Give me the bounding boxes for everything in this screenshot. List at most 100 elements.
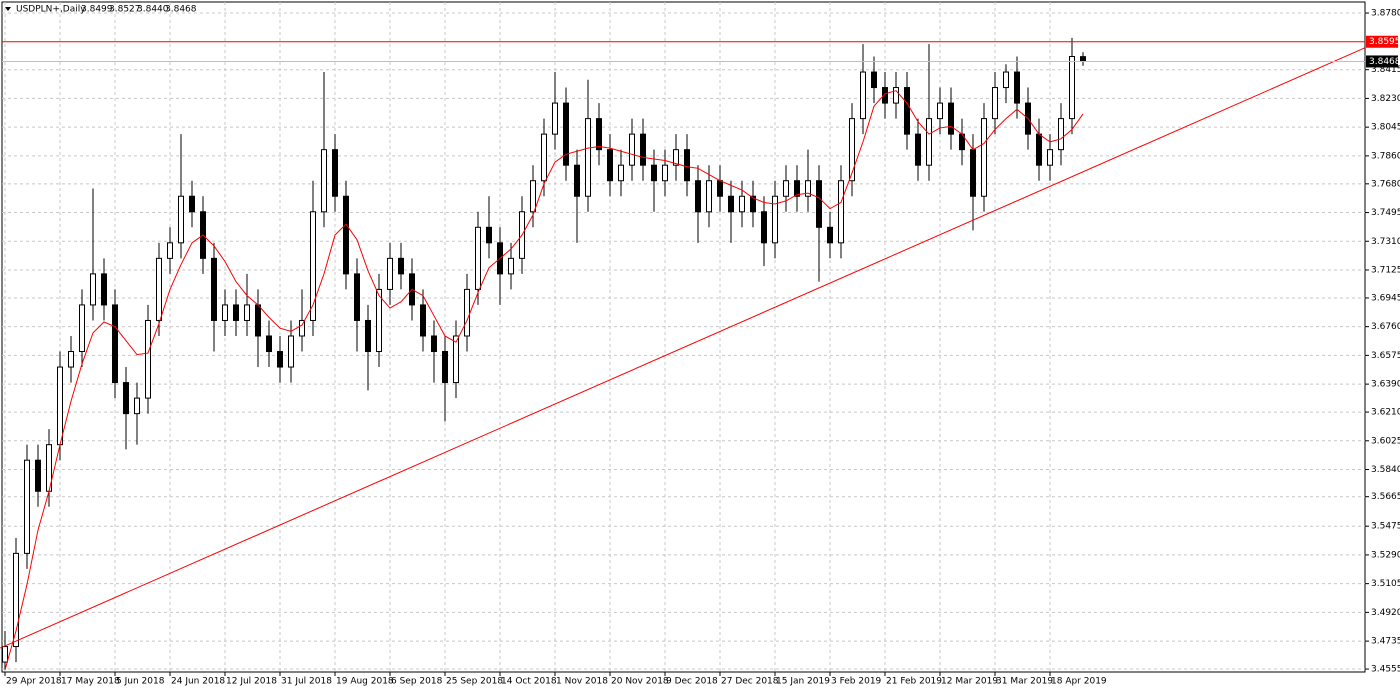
y-tick-label: 3.6390 — [1371, 380, 1400, 390]
candle-body — [266, 335, 272, 353]
candle-body — [882, 87, 888, 104]
candle-body — [618, 164, 624, 182]
candle-body — [937, 102, 943, 120]
candle-body — [354, 273, 360, 321]
candle-body — [332, 149, 338, 197]
price-label-box — [1366, 55, 1398, 68]
candle-body — [849, 118, 855, 182]
candle-body — [508, 257, 514, 275]
candle-body — [35, 459, 41, 492]
y-tick-label: 3.7495 — [1371, 208, 1400, 218]
y-tick-label: 3.8230 — [1371, 94, 1400, 104]
candle-body — [871, 71, 877, 89]
x-tick-label: 1 Nov 2018 — [556, 677, 608, 687]
x-tick-label: 17 May 2018 — [61, 677, 120, 687]
candle-body — [574, 164, 580, 197]
candle-body — [222, 304, 228, 321]
candle-body — [739, 195, 745, 213]
candle-body — [79, 304, 85, 353]
y-tick-label: 3.8415 — [1371, 65, 1400, 75]
y-tick-label: 3.6575 — [1371, 351, 1400, 361]
candle-body — [453, 335, 459, 384]
candle-body — [101, 273, 107, 306]
candle-body — [783, 180, 789, 197]
candle-body — [640, 133, 646, 166]
candle-body — [343, 195, 349, 275]
candle-body — [167, 242, 173, 259]
x-tick-label: 5 Jun 2018 — [116, 677, 165, 687]
x-tick-label: 18 Apr 2019 — [1051, 677, 1107, 687]
candle-body — [112, 304, 118, 384]
candle-body — [695, 180, 701, 213]
candle-body — [805, 180, 811, 197]
candle-body — [816, 180, 822, 228]
candle-body — [541, 133, 547, 182]
candle-body — [563, 102, 569, 166]
plot-frame — [1, 1, 1366, 673]
x-tick-label: 3 Feb 2019 — [831, 677, 882, 687]
candle-body — [464, 288, 470, 337]
x-tick-label: 27 Dec 2018 — [721, 677, 779, 687]
candle-body — [90, 273, 96, 306]
y-tick-label: 3.5840 — [1371, 465, 1400, 475]
y-tick-label: 3.6945 — [1371, 293, 1400, 303]
candle-body — [607, 149, 613, 182]
candle-body — [277, 351, 283, 368]
moving-average — [4, 90, 1084, 670]
candle-body — [860, 71, 866, 120]
candle-body — [904, 87, 910, 135]
y-tick-label: 3.4555 — [1371, 665, 1400, 675]
candle-body — [838, 180, 844, 244]
y-tick-label: 3.8780 — [1371, 9, 1400, 19]
axes: 3.8780 3.8415 3.8230 3.8045 3.7860 3.7680 3.74… — [4, 9, 1400, 687]
x-tick-label: 15 Jan 2019 — [776, 677, 830, 687]
x-tick-label: 14 Oct 2018 — [501, 677, 557, 687]
candle-body — [673, 149, 679, 166]
ohlc-high: 3.8527 — [109, 5, 141, 15]
trendline — [0, 47, 1365, 649]
candle-body — [255, 304, 261, 337]
candle-body — [596, 118, 602, 151]
candle-body — [651, 164, 657, 182]
y-tick-label: 3.5105 — [1371, 579, 1400, 589]
candle-body — [398, 257, 404, 275]
candle-body — [981, 118, 987, 197]
candle-body — [827, 226, 833, 244]
candle-body — [365, 319, 371, 353]
candle-body — [310, 211, 316, 321]
candle-body — [24, 459, 30, 554]
candle-body — [1058, 118, 1064, 151]
candle-body — [475, 226, 481, 290]
x-tick-label: 19 Aug 2018 — [336, 677, 394, 687]
ohlc-low: 3.8440 — [137, 5, 169, 15]
hline-label: 3.8595 — [1369, 37, 1400, 47]
candle-body — [1036, 133, 1042, 166]
candle-body — [442, 351, 448, 384]
y-tick-label: 3.6760 — [1371, 322, 1400, 332]
candle-body — [2, 646, 8, 663]
candle-body — [1003, 71, 1009, 89]
candle-body — [970, 149, 976, 197]
x-tick-label: 12 Jul 2018 — [226, 677, 277, 687]
candle-body — [794, 180, 800, 197]
price-label: 3.8468 — [1369, 57, 1400, 67]
x-tick-label: 31 Jul 2018 — [281, 677, 332, 687]
candle-body — [761, 211, 767, 244]
candle-body — [552, 102, 558, 135]
candle-body — [585, 118, 591, 197]
candle-body — [13, 552, 19, 648]
y-tick-label: 3.5665 — [1371, 492, 1400, 502]
candle-body — [321, 149, 327, 213]
grid — [2, 2, 1365, 672]
x-tick-label: 24 Jun 2018 — [171, 677, 225, 687]
x-tick-label: 9 Dec 2018 — [666, 677, 718, 687]
candle-body — [684, 149, 690, 182]
candle-body — [233, 304, 239, 321]
candle-body — [156, 257, 162, 321]
y-tick-label: 3.4920 — [1371, 608, 1400, 618]
y-tick-label: 3.6210 — [1371, 408, 1400, 418]
candle-body — [1014, 71, 1020, 104]
candle-body — [772, 195, 778, 244]
candle-body — [915, 133, 921, 166]
